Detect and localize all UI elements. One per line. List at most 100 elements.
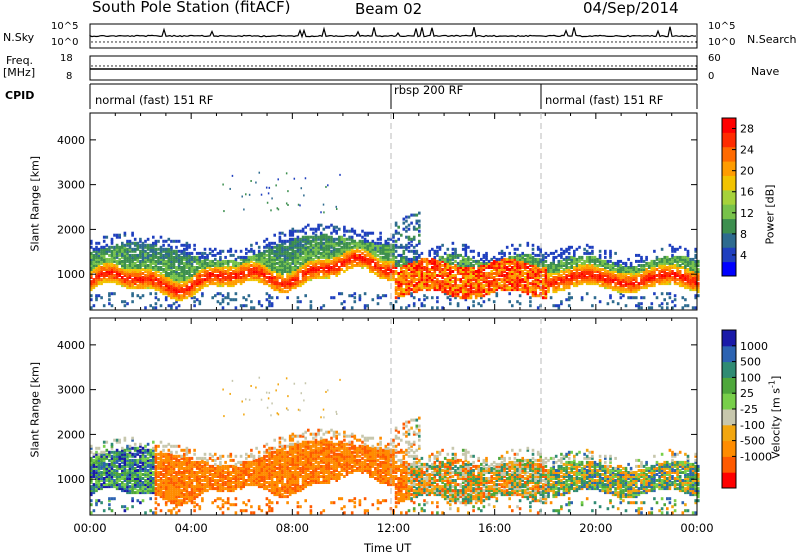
power-cell — [431, 278, 434, 282]
power-cell — [521, 264, 524, 267]
power-cell — [327, 225, 331, 229]
power-cell — [394, 259, 398, 263]
power-cell — [464, 286, 468, 290]
power-cell — [629, 282, 633, 286]
power-cell — [443, 259, 447, 263]
power-cell — [159, 235, 163, 239]
power-cell — [374, 272, 377, 275]
power-cell — [358, 259, 362, 263]
power-cell — [162, 276, 165, 279]
power-cell — [195, 280, 199, 284]
power-cell — [201, 282, 204, 286]
power-cell — [614, 278, 617, 282]
nsearch-dot — [319, 41, 321, 43]
power-cell — [640, 280, 643, 284]
power-cell — [552, 257, 555, 261]
power-cell — [443, 272, 447, 275]
velocity-cell — [95, 469, 98, 472]
power-cell — [195, 278, 199, 282]
power-cell — [255, 270, 258, 273]
power-cell — [288, 278, 292, 282]
power-cell — [327, 245, 331, 249]
power-cell — [232, 272, 235, 275]
power-cell — [242, 296, 245, 300]
power-cell — [139, 245, 142, 249]
power-cell — [177, 280, 181, 284]
power-cell — [428, 272, 431, 275]
power-cell — [593, 266, 597, 269]
power-cell — [425, 257, 429, 261]
power-cell — [118, 268, 121, 271]
power-cell — [379, 264, 382, 267]
velocity-cell — [105, 464, 109, 468]
power-cell — [154, 282, 158, 286]
power-cell — [144, 259, 147, 263]
power-cell — [283, 286, 287, 290]
power-cell — [436, 288, 439, 292]
power-cell — [172, 251, 176, 255]
power-cell — [164, 268, 168, 271]
power-cell — [554, 264, 558, 267]
velocity-cell — [97, 452, 101, 456]
power-cell — [162, 292, 165, 296]
power-cell — [464, 274, 468, 277]
power-cell — [110, 266, 114, 269]
velocity-cell — [100, 485, 103, 489]
power-cell — [593, 264, 597, 267]
power-cell — [224, 266, 227, 269]
power-cell — [180, 298, 183, 302]
power-cell — [560, 280, 563, 284]
power-cell — [433, 268, 437, 271]
nsearch-dot — [235, 41, 237, 43]
nave-dot — [143, 65, 145, 67]
power-cell — [307, 257, 310, 261]
power-cell — [113, 292, 116, 296]
power-cell — [565, 247, 568, 251]
power-cell — [95, 298, 98, 302]
power-cell — [428, 274, 431, 277]
power-cell — [270, 276, 274, 279]
power-cell — [270, 255, 274, 259]
power-cell — [115, 261, 119, 265]
power-cell — [464, 247, 468, 251]
velocity-cell — [102, 483, 106, 487]
power-cell — [684, 264, 687, 267]
power-cell — [428, 280, 431, 284]
power-cell — [296, 274, 300, 277]
power-cell — [121, 276, 124, 279]
velocity-cell — [95, 479, 98, 482]
power-cell — [614, 268, 617, 271]
power-cell — [330, 272, 333, 275]
power-cell — [268, 296, 271, 300]
nave-dot — [255, 65, 257, 67]
power-cell — [260, 280, 264, 284]
power-cell — [658, 266, 661, 269]
power-cell — [263, 245, 266, 249]
power-cell — [356, 243, 359, 247]
power-cell — [105, 249, 109, 253]
nsearch-dot — [247, 41, 249, 43]
power-cell — [449, 288, 452, 292]
power-cell — [338, 253, 341, 257]
nsearch-dot — [307, 41, 309, 43]
power-cell — [431, 259, 434, 263]
power-cell — [172, 296, 176, 300]
velocity-cell — [102, 481, 106, 484]
nsearch-dot — [315, 41, 317, 43]
power-cell — [601, 264, 604, 267]
power-cell — [369, 257, 372, 261]
power-cell — [102, 255, 106, 259]
power-cell — [412, 264, 416, 267]
power-cell — [627, 278, 630, 282]
power-cell — [642, 272, 646, 275]
power-cell — [542, 280, 545, 284]
power-cell — [270, 278, 274, 282]
power-cell — [286, 276, 289, 279]
velocity-cell — [123, 489, 127, 493]
power-cell — [580, 264, 584, 267]
power-cell — [183, 284, 186, 288]
power-cell — [562, 272, 566, 275]
power-cell — [219, 251, 222, 255]
power-cell — [255, 274, 258, 277]
power-cell — [159, 266, 163, 269]
